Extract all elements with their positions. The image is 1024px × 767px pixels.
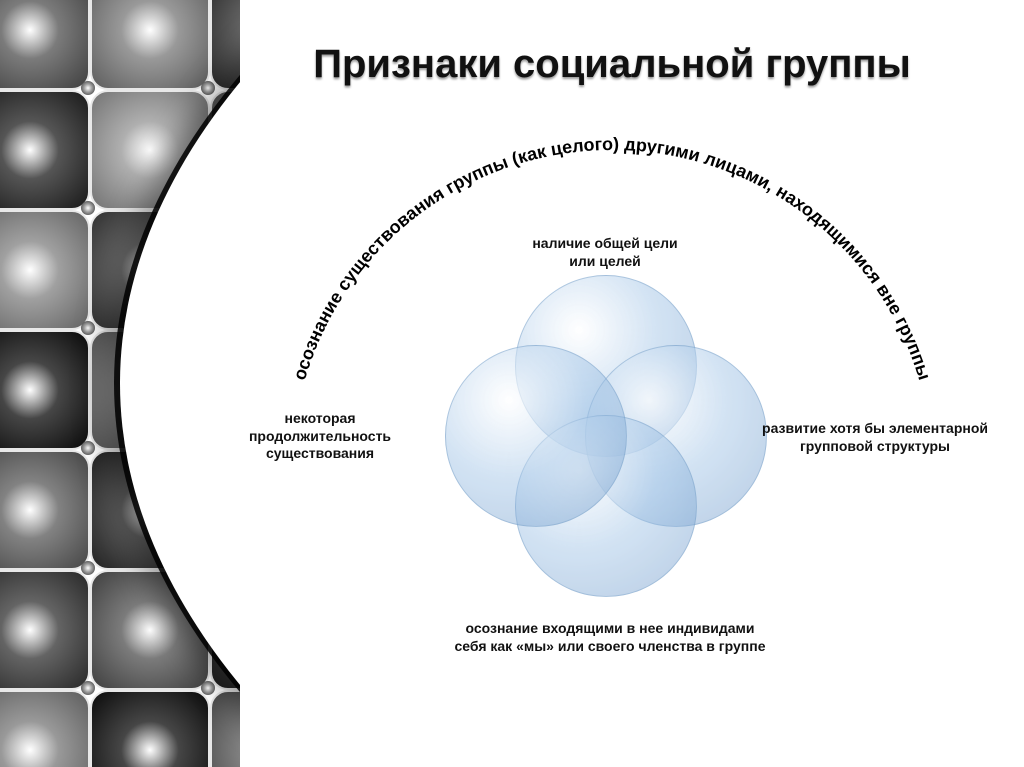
venn-circle-left — [445, 345, 627, 527]
label-bottom: осознание входящими в нее индивидамисебя… — [420, 620, 800, 655]
label-left: некотораяпродолжительностьсуществования — [220, 410, 420, 463]
label-top: наличие общей целиили целей — [500, 235, 710, 270]
venn-circles — [445, 275, 765, 595]
label-right: развитие хотя бы элементарнойгрупповой с… — [750, 420, 1000, 455]
diagram: осознание существования группы (как цело… — [200, 130, 1024, 730]
main-content: Признаки социальной группы осознание сущ… — [200, 0, 1024, 767]
slide-title: Признаки социальной группы — [200, 42, 1024, 87]
